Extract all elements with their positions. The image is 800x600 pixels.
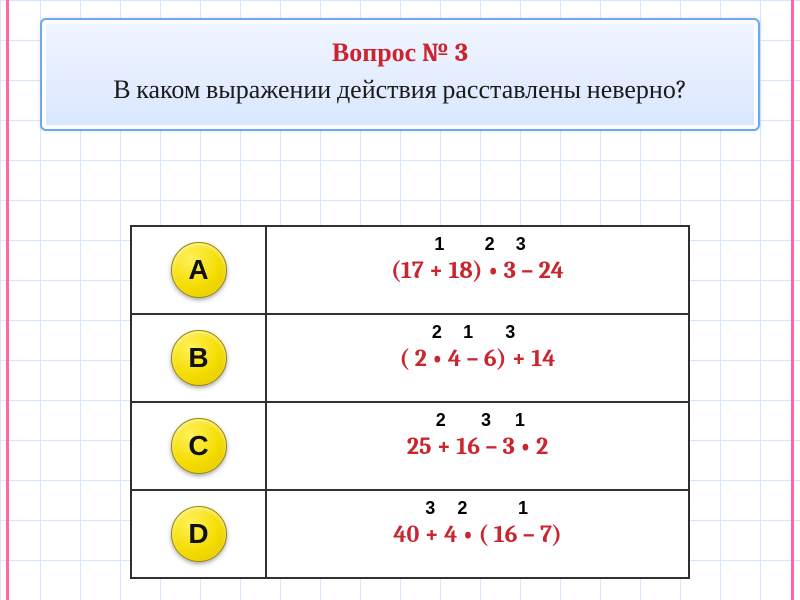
expression-wrap: 25 + 16 – 3 • 2 231 (407, 432, 548, 460)
table-row: D 40 + 4 • ( 16 – 7) 3 2 1 (131, 490, 689, 578)
answer-a-button[interactable]: A (171, 242, 227, 298)
expression-text: 40 + 4 • ( 16 – 7) (393, 520, 561, 548)
answer-c-expression-cell: 25 + 16 – 3 • 2 2 3 1 (266, 402, 689, 490)
right-margin-line (791, 0, 794, 600)
answer-b-expression-cell: ( 2 • 4 – 6) + 14 21 3 (266, 314, 689, 402)
order-numeral: 1 (515, 410, 525, 431)
expression-text: ( 2 • 4 – 6) + 14 (400, 344, 556, 372)
expression-wrap: 40 + 4 • ( 16 – 7) 321 (393, 520, 561, 548)
answer-d-button[interactable]: D (171, 506, 227, 562)
answer-a-expression-cell: (17 + 18) • 3 – 24 1 23 (266, 226, 689, 314)
answer-b-button[interactable]: B (171, 330, 227, 386)
expression-wrap: ( 2 • 4 – 6) + 14 213 (400, 344, 556, 372)
order-numeral: 2 (432, 322, 442, 343)
answer-d-cell: D (131, 490, 266, 578)
answer-c-button[interactable]: C (171, 418, 227, 474)
order-numeral: 2 (436, 410, 446, 431)
question-title: Вопрос № 3 (70, 38, 730, 68)
answer-d-expression-cell: 40 + 4 • ( 16 – 7) 3 2 1 (266, 490, 689, 578)
answer-c-cell: C (131, 402, 266, 490)
order-numeral: 1 (518, 498, 528, 519)
order-numeral: 2 (457, 498, 467, 519)
table-row: B ( 2 • 4 – 6) + 14 21 3 (131, 314, 689, 402)
question-text: В каком выражении действия расставлены н… (70, 74, 730, 107)
order-numeral: 3 (481, 410, 491, 431)
order-numeral: 1 (434, 234, 444, 255)
table-row: C 25 + 16 – 3 • 2 2 3 1 (131, 402, 689, 490)
table-row: A (17 + 18) • 3 – 24 1 23 (131, 226, 689, 314)
answer-b-cell: B (131, 314, 266, 402)
order-numeral: 3 (516, 234, 526, 255)
question-box: Вопрос № 3 В каком выражении действия ра… (40, 18, 760, 131)
left-margin-line (6, 0, 9, 600)
answer-a-cell: A (131, 226, 266, 314)
order-numeral: 1 (463, 322, 473, 343)
order-numeral: 3 (505, 322, 515, 343)
expression-wrap: (17 + 18) • 3 – 24 123 (391, 256, 564, 284)
expression-text: (17 + 18) • 3 – 24 (391, 256, 564, 284)
answers-table: A (17 + 18) • 3 – 24 123 B ( 2 • 4 – 6) … (130, 225, 690, 579)
order-numeral: 3 (425, 498, 435, 519)
expression-text: 25 + 16 – 3 • 2 (407, 432, 548, 460)
order-numeral: 2 (485, 234, 495, 255)
